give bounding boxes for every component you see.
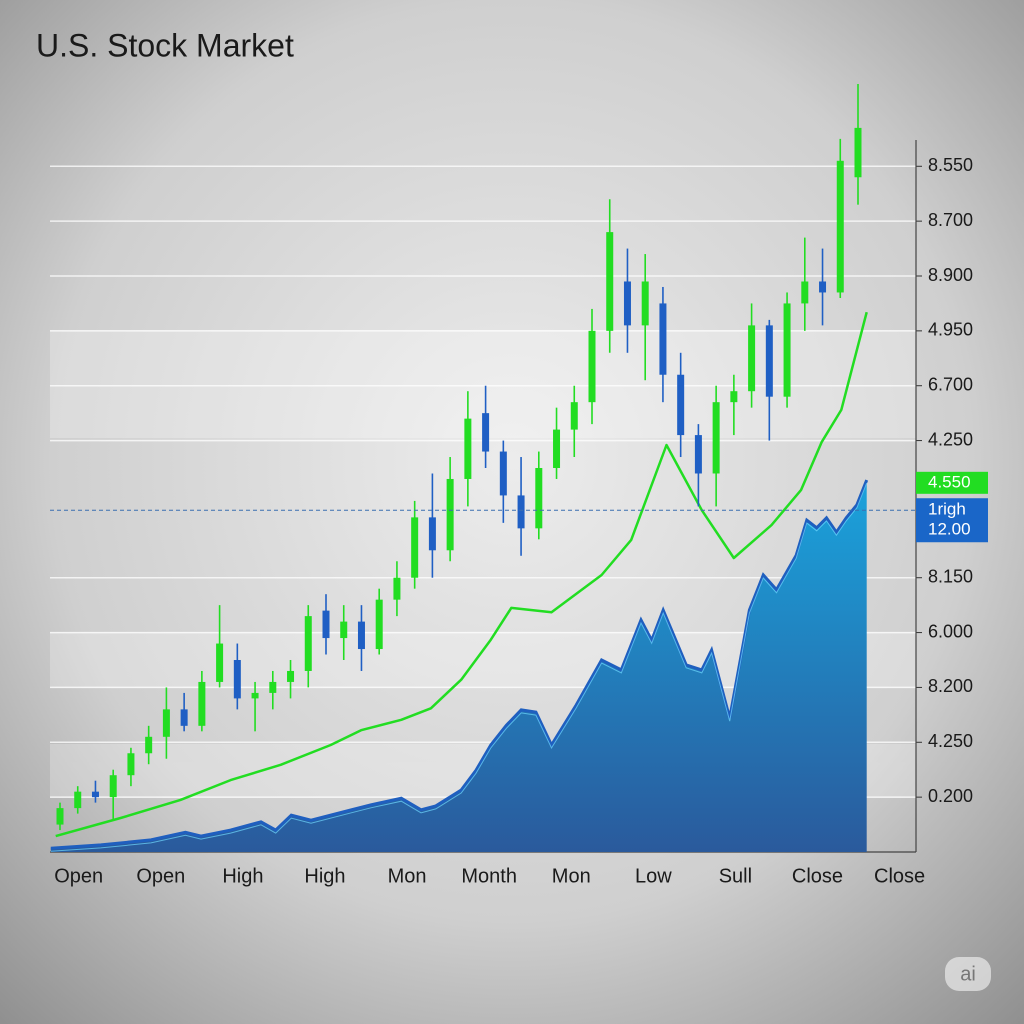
candle-body — [162, 709, 170, 737]
candle-body — [411, 517, 419, 578]
y-tick-label: 8.200 — [928, 676, 973, 696]
candle-body — [180, 709, 188, 726]
candle-body — [464, 418, 472, 479]
candle-body — [482, 413, 490, 452]
candle-body — [694, 435, 702, 474]
x-tick-label: High — [222, 865, 263, 887]
candle-body — [553, 429, 561, 468]
candle-body — [145, 736, 153, 754]
x-tick-label: Mon — [388, 865, 427, 887]
y-tick-label: 8.700 — [928, 210, 973, 230]
y-tick-label: 4.250 — [928, 429, 973, 449]
y-tick-label: 6.700 — [928, 374, 973, 394]
candle-body — [251, 692, 259, 699]
price-badge — [916, 471, 988, 494]
x-tick-label: High — [304, 865, 345, 887]
candle-body — [499, 451, 507, 496]
watermark-badge — [945, 957, 991, 991]
candle-body — [535, 468, 543, 529]
candle-body — [588, 330, 596, 403]
candle-body — [198, 681, 206, 726]
candle-body — [570, 402, 578, 430]
y-tick-label: 4.950 — [928, 320, 973, 340]
x-tick-label: Sull — [719, 865, 752, 887]
candle-body — [304, 616, 312, 671]
x-tick-label: Close — [874, 865, 925, 887]
candle-body — [659, 303, 667, 375]
x-tick-label: Low — [635, 865, 672, 887]
price-badge — [916, 498, 988, 543]
candle-body — [446, 478, 454, 551]
candle-body — [233, 660, 241, 699]
candle-body — [801, 281, 809, 304]
candle-body — [641, 281, 649, 326]
y-tick-label: 8.900 — [928, 265, 973, 285]
candle-body — [765, 325, 773, 397]
candle-body — [375, 599, 383, 650]
x-tick-label: Open — [54, 865, 103, 887]
candle-body — [287, 670, 295, 682]
watermark: ai — [945, 957, 991, 991]
candle-body — [606, 232, 614, 331]
candle-body — [322, 610, 330, 639]
candle-body — [623, 281, 631, 326]
candle-body — [269, 681, 277, 693]
candle-body — [712, 402, 720, 474]
y-tick-label: 6.000 — [928, 621, 973, 641]
candle-body — [109, 775, 117, 798]
x-tick-label: Close — [792, 865, 843, 887]
area-edge — [50, 479, 869, 850]
candle-body — [748, 325, 756, 392]
watermark-text: ai — [960, 963, 976, 985]
candle-body — [393, 577, 401, 600]
chart-title: U.S. Stock Market — [36, 27, 294, 63]
price-badge-label: 4.550 — [928, 472, 971, 491]
area — [50, 480, 867, 852]
x-tick-label: Month — [461, 865, 517, 887]
candle-body — [677, 374, 685, 436]
x-tick-label: Mon — [552, 865, 591, 887]
candle-body — [854, 127, 862, 178]
candle-body — [340, 621, 348, 639]
candle-body — [127, 753, 135, 776]
line — [55, 311, 868, 838]
candle-body — [783, 303, 791, 397]
price-badge-label: 1righ — [928, 500, 966, 519]
candle-body — [91, 791, 99, 798]
candle-body — [819, 281, 827, 293]
candle-body — [730, 391, 738, 403]
candle-body — [216, 643, 224, 682]
y-tick-label: 8.150 — [928, 566, 973, 586]
candle-body — [836, 160, 844, 293]
candle-body — [517, 495, 525, 529]
candle-body — [74, 791, 82, 809]
y-tick-label: 0.200 — [928, 786, 973, 806]
area-edge-glow — [50, 482, 868, 852]
candle-body — [357, 621, 365, 650]
candle-body — [428, 517, 436, 551]
y-tick-label: 4.250 — [928, 731, 973, 751]
price-badge-sublabel: 12.00 — [928, 520, 971, 539]
candle-body — [56, 808, 64, 825]
x-tick-label: Open — [136, 865, 185, 887]
y-tick-label: 8.550 — [928, 155, 973, 175]
